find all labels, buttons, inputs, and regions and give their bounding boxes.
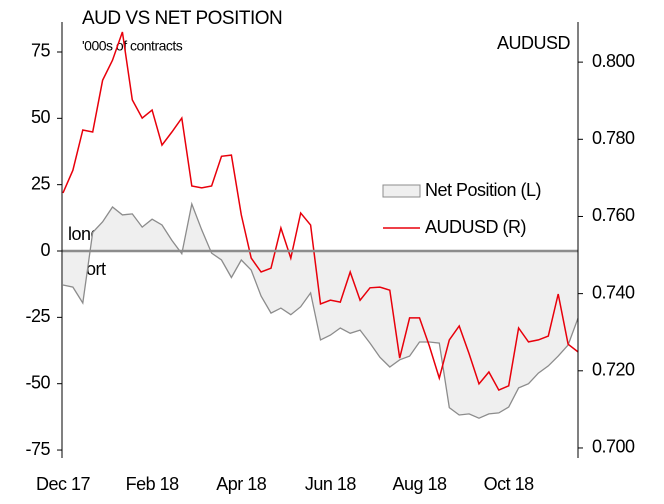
x-tick-label: Jun 18 [305,474,357,494]
y-tick-label: 75 [31,41,51,61]
legend-label: Net Position (L) [425,180,541,200]
chart-subtitle: '000s of contracts [82,38,183,54]
area [63,204,578,419]
area-line [62,201,579,419]
y2-tick-label: 0.740 [592,282,635,302]
y-tick-label: -50 [25,372,50,392]
y2-tick-label: 0.720 [592,360,635,380]
y-tick-label: 50 [31,107,51,127]
legend-swatch [382,184,421,198]
chart-title: AUD VS NET POSITION [82,8,282,29]
y-tick-label: 0 [40,240,50,260]
x-tick-label: Feb 18 [126,474,180,494]
y2-axis-label: AUDUSD [497,33,571,53]
y-tick-label: 25 [31,173,51,193]
y-tick-label: -75 [25,439,50,459]
y2-tick-label: 0.760 [592,205,635,225]
x-tick-label: Oct 18 [484,474,535,494]
y2-tick-label: 0.780 [592,128,635,148]
y-tick-label: -25 [25,306,50,326]
y2-tick-label: 0.700 [592,437,635,457]
x-tick-label: Dec 17 [36,474,91,494]
legend-label: AUDUSD (R) [425,217,526,237]
line [62,31,579,392]
x-tick-label: Apr 18 [216,474,267,494]
y2-tick-label: 0.800 [592,51,635,71]
x-tick-label: Aug 18 [393,474,448,494]
